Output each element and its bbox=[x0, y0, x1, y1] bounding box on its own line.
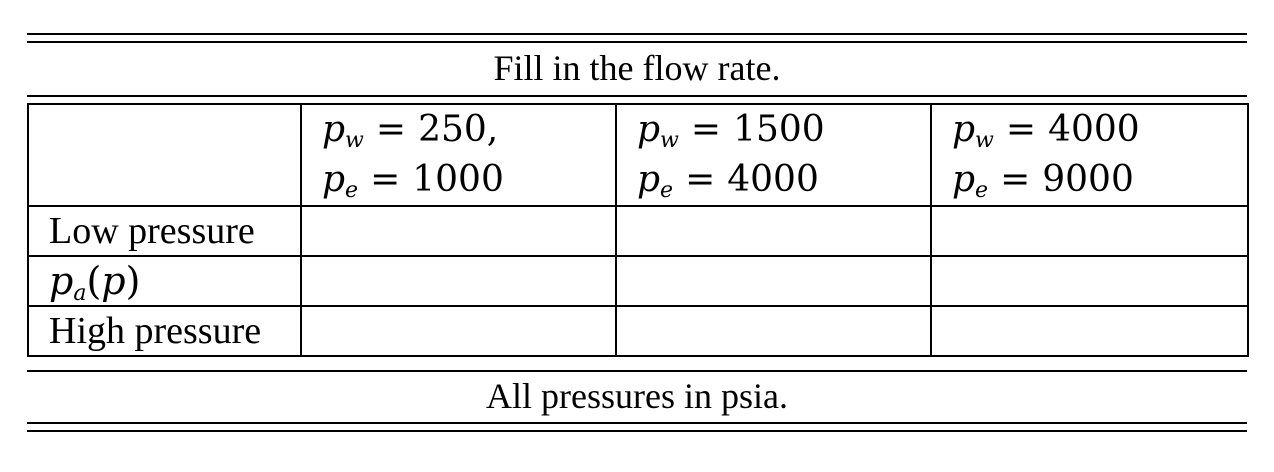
caption-top: Fill in the flow rate. bbox=[493, 48, 781, 88]
table-row: Low pressure bbox=[27, 205, 1249, 257]
table-cell bbox=[300, 255, 617, 307]
row-label-high-pressure: High pressure bbox=[27, 305, 302, 357]
table-cell bbox=[615, 205, 932, 257]
column-1-line-1: pw = 250, bbox=[322, 109, 499, 153]
column-header-3: pw = 4000 pe = 9000 bbox=[930, 103, 1249, 207]
caption-bottom: All pressures in psia. bbox=[486, 376, 788, 416]
header-corner-cell bbox=[27, 103, 302, 207]
column-2-line-1: pw = 1500 bbox=[637, 109, 825, 153]
bottom-double-rule bbox=[27, 422, 1247, 432]
column-1-line-2: pe = 1000 bbox=[322, 159, 504, 203]
table-cell bbox=[930, 205, 1249, 257]
rule-below-table bbox=[27, 370, 1247, 372]
table-cell bbox=[615, 255, 932, 307]
flow-rate-table: pw = 250, pe = 1000 pw = 1500 pe = 4000 pw = 4000 bbox=[27, 103, 1249, 357]
table-cell bbox=[930, 255, 1249, 307]
header-row: pw = 250, pe = 1000 pw = 1500 pe = 4000 pw = 4000 bbox=[27, 103, 1249, 207]
table-cell bbox=[300, 305, 617, 357]
column-3-line-2: pe = 9000 bbox=[952, 159, 1134, 203]
column-3-line-1: pw = 4000 bbox=[952, 109, 1140, 153]
top-double-rule bbox=[27, 33, 1247, 43]
column-header-2: pw = 1500 pe = 4000 bbox=[615, 103, 932, 207]
column-header-1: pw = 250, pe = 1000 bbox=[300, 103, 617, 207]
column-2-line-2: pe = 4000 bbox=[637, 159, 819, 203]
table-row: High pressure bbox=[27, 305, 1249, 357]
table-cell bbox=[615, 305, 932, 357]
rule-above-table bbox=[27, 95, 1247, 97]
row-label-pa-of-p: pa(p) bbox=[27, 255, 302, 307]
table-cell bbox=[930, 305, 1249, 357]
table-cell bbox=[300, 205, 617, 257]
table-row: pa(p) bbox=[27, 255, 1249, 307]
row-label-low-pressure: Low pressure bbox=[27, 205, 302, 257]
